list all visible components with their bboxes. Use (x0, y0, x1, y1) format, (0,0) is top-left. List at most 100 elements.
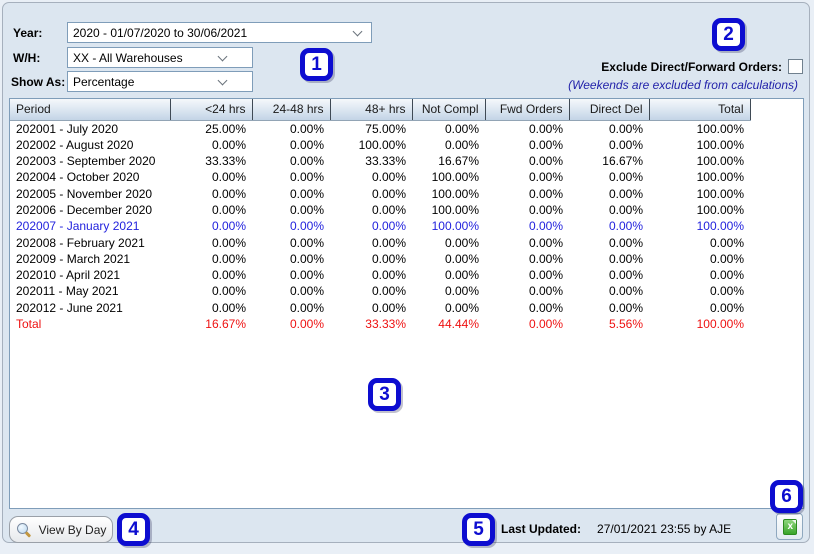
value-cell: 0.00% (371, 300, 406, 315)
value-cell: 0.00% (528, 317, 563, 332)
value-cell: 0.00% (371, 284, 406, 299)
value-cell: 0.00% (608, 300, 643, 315)
value-cell: 0.00% (371, 186, 406, 201)
table-row[interactable]: 202006 - December 2020 0.00% 0.00% 0.00% 100… (10, 202, 803, 218)
value-cell: 0.00% (289, 284, 324, 299)
value-cell: 0.00% (608, 170, 643, 185)
value-cell: 0.00% (211, 202, 246, 217)
value-cell: 0.00% (289, 154, 324, 169)
value-cell: 33.33% (365, 154, 406, 169)
table-row[interactable]: 202001 - July 2020 25.00% 0.00% 75.00% 0.00%… (10, 120, 803, 137)
value-cell: 0.00% (211, 251, 246, 266)
value-cell: 0.00% (371, 268, 406, 283)
value-cell: 0.00% (608, 284, 643, 299)
value-cell: 100.00% (696, 219, 744, 234)
period-cell: 202005 - November 2020 (16, 186, 153, 201)
table-row[interactable]: 202008 - February 2021 0.00% 0.00% 0.00% 0.0… (10, 235, 803, 251)
value-cell: 0.00% (709, 284, 744, 299)
filler-cell (750, 218, 803, 234)
value-cell: 100.00% (696, 170, 744, 185)
chevron-down-icon (217, 75, 228, 86)
value-cell: 0.00% (289, 219, 324, 234)
filler-cell (750, 235, 803, 251)
table-row[interactable]: 202005 - November 2020 0.00% 0.00% 0.00% 100… (10, 186, 803, 202)
period-cell: 202007 - January 2021 (16, 219, 140, 234)
annotation-callout-3: 3 (368, 378, 401, 411)
value-cell: 0.00% (528, 235, 563, 250)
value-cell: 0.00% (528, 251, 563, 266)
value-cell: 0.00% (289, 251, 324, 266)
value-cell: 0.00% (371, 202, 406, 217)
value-cell: 0.00% (608, 202, 643, 217)
filler-cell (750, 300, 803, 316)
view-by-day-button[interactable]: View By Day (9, 516, 113, 543)
column-header: Total (649, 99, 751, 121)
table-row[interactable]: 202011 - May 2021 0.00% 0.00% 0.00% 0.00% 0.0… (10, 283, 803, 299)
excel-export-icon (782, 518, 797, 535)
annotation-callout-4: 4 (117, 513, 150, 546)
table-row[interactable]: 202010 - April 2021 0.00% 0.00% 0.00% 0.00% 0… (10, 267, 803, 283)
value-cell: 100.00% (696, 121, 744, 136)
filler-cell (750, 267, 803, 283)
value-cell: 0.00% (608, 121, 643, 136)
annotation-callout-2: 2 (712, 18, 745, 51)
warehouse-label: W/H: (13, 51, 41, 65)
value-cell: 0.00% (528, 219, 563, 234)
year-label: Year: (13, 26, 43, 40)
value-cell: 0.00% (709, 251, 744, 266)
value-cell: 0.00% (444, 137, 479, 152)
value-cell: 0.00% (211, 219, 246, 234)
value-cell: 0.00% (528, 300, 563, 315)
order-stats-window: Year: 2020 - 01/07/2020 to 30/06/2021 W/… (2, 2, 810, 546)
column-header: Not Compl (412, 99, 486, 121)
table-row[interactable]: 202003 - September 2020 33.33% 0.00% 33.33%… (10, 153, 803, 169)
filler-cell (750, 316, 803, 332)
weekends-note: (Weekends are excluded from calculations… (568, 78, 798, 92)
value-cell: 100.00% (696, 317, 744, 332)
last-updated: Last Updated: 27/01/2021 23:55 by AJE (501, 522, 731, 536)
table-row[interactable]: 202007 - January 2021 0.00% 0.00% 0.00% 100.… (10, 218, 803, 234)
value-cell: 0.00% (289, 121, 324, 136)
value-cell: 100.00% (358, 137, 406, 152)
table-row[interactable]: 202012 - June 2021 0.00% 0.00% 0.00% 0.00% 0.… (10, 300, 803, 316)
value-cell: 0.00% (608, 219, 643, 234)
table-row[interactable]: 202002 - August 2020 0.00% 0.00% 100.00% 0.0… (10, 137, 803, 153)
value-cell: 0.00% (444, 251, 479, 266)
period-cell: 202012 - June 2021 (16, 300, 123, 315)
warehouse-select[interactable]: XX - All Warehouses (67, 47, 253, 68)
value-cell: 0.00% (608, 235, 643, 250)
warehouse-select-value: XX - All Warehouses (73, 50, 183, 65)
table-header-row: Period <24 hrs 24-48 hrs 48+ hrs Not Compl Fw… (10, 99, 803, 121)
value-cell: 100.00% (431, 202, 479, 217)
value-cell: 0.00% (528, 268, 563, 283)
column-header: Period (10, 99, 171, 121)
value-cell: 0.00% (371, 219, 406, 234)
filler-cell (750, 153, 803, 169)
value-cell: 5.56% (608, 317, 643, 332)
exclude-orders-row: Exclude Direct/Forward Orders: (601, 59, 803, 74)
value-cell: 100.00% (696, 137, 744, 152)
period-cell: 202011 - May 2021 (16, 284, 119, 299)
value-cell: 0.00% (444, 121, 479, 136)
last-updated-value: 27/01/2021 23:55 by AJE (597, 522, 732, 536)
period-stats-table: Period <24 hrs 24-48 hrs 48+ hrs Not Compl Fw… (10, 99, 803, 332)
value-cell: 0.00% (709, 235, 744, 250)
period-cell: 202008 - February 2021 (16, 235, 145, 250)
table-row[interactable]: Total 16.67% 0.00% 33.33% 44.44% 0.00% 5.56% 10… (10, 316, 803, 332)
value-cell: 0.00% (528, 154, 563, 169)
table-row[interactable]: 202009 - March 2021 0.00% 0.00% 0.00% 0.00% 0… (10, 251, 803, 267)
value-cell: 100.00% (431, 219, 479, 234)
value-cell: 0.00% (608, 186, 643, 201)
value-cell: 0.00% (371, 170, 406, 185)
show-as-select[interactable]: Percentage (67, 71, 253, 92)
filler-cell (750, 137, 803, 153)
period-cell: 202003 - September 2020 (16, 154, 156, 169)
exclude-orders-checkbox[interactable] (788, 59, 803, 74)
export-to-excel-button[interactable] (776, 513, 803, 540)
value-cell: 0.00% (289, 202, 324, 217)
value-cell: 0.00% (211, 235, 246, 250)
table-row[interactable]: 202004 - October 2020 0.00% 0.00% 0.00% 100.… (10, 169, 803, 185)
value-cell: 16.67% (438, 154, 479, 169)
year-select[interactable]: 2020 - 01/07/2020 to 30/06/2021 (67, 22, 372, 43)
